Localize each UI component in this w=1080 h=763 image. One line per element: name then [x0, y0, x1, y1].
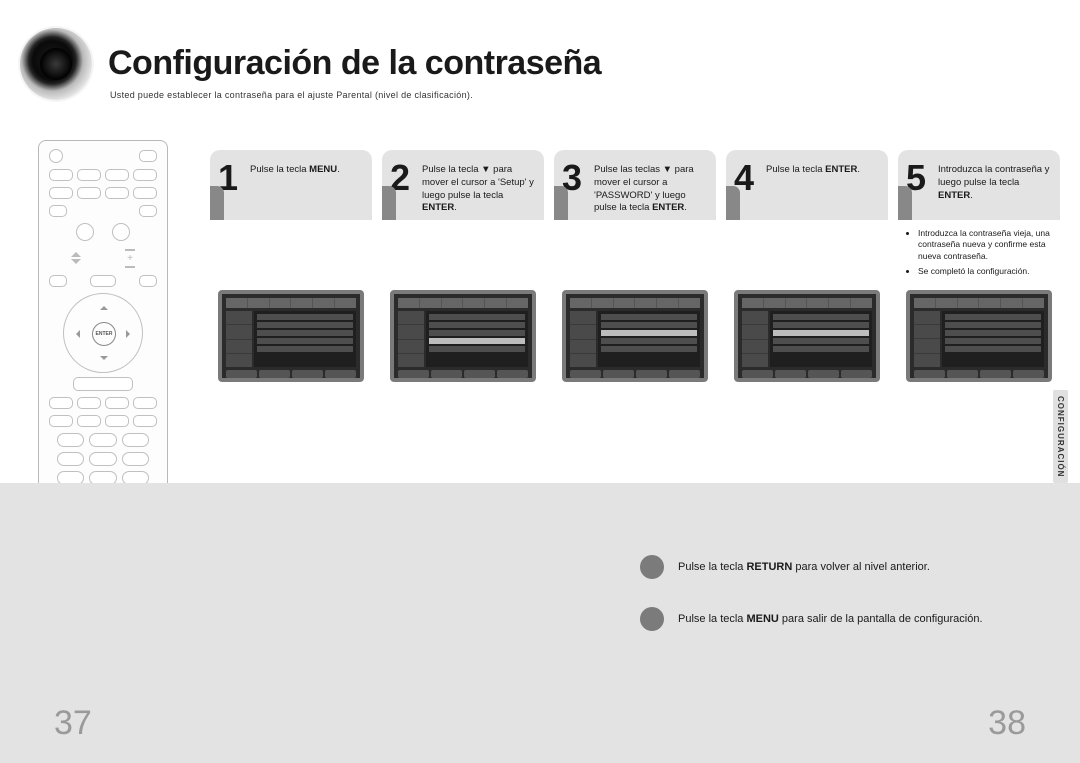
hints-block: Pulse la tecla RETURN para volver al niv…	[640, 555, 1040, 659]
step-5-note-item: Se completó la configuración.	[918, 266, 1054, 277]
hint-bullet-icon	[640, 555, 664, 579]
step-text: Pulse las teclas ▼ para mover el cursor …	[594, 160, 708, 210]
step-text: Introduzca la contraseña y luego pulse l…	[938, 160, 1052, 210]
step-tab-accent	[898, 186, 912, 220]
step-text: Pulse la tecla ENTER.	[766, 160, 880, 210]
hint-text: Pulse la tecla RETURN para volver al niv…	[678, 560, 930, 574]
hint-bullet-icon	[640, 607, 664, 631]
page-title: Configuración de la contraseña	[108, 44, 601, 83]
step-2: 2Pulse la tecla ▼ para mover el cursor a…	[382, 150, 544, 382]
step-screenshot	[734, 290, 880, 382]
step-tab-accent	[210, 186, 224, 220]
step-header: 3Pulse las teclas ▼ para mover el cursor…	[554, 150, 716, 220]
step-screenshot	[390, 290, 536, 382]
step-5-note-item: Introduzca la contraseña vieja, una cont…	[918, 228, 1054, 262]
page-number-right: 38	[988, 704, 1026, 743]
page-number-left: 37	[54, 704, 92, 743]
step-tab-accent	[382, 186, 396, 220]
step-header: 1Pulse la tecla MENU.	[210, 150, 372, 220]
hint-row: Pulse la tecla MENU para salir de la pan…	[640, 607, 1040, 631]
step-tab-accent	[554, 186, 568, 220]
hint-text: Pulse la tecla MENU para salir de la pan…	[678, 612, 983, 626]
step-text: Pulse la tecla MENU.	[250, 160, 364, 210]
manual-spread: Configuración de la contraseña Usted pue…	[0, 0, 1080, 763]
step-1: 1Pulse la tecla MENU.	[210, 150, 372, 382]
step-screenshot	[906, 290, 1052, 382]
page-subtitle: Usted puede establecer la contraseña par…	[110, 90, 473, 100]
step-5-notes: Introduzca la contraseña vieja, una cont…	[898, 220, 1060, 278]
step-5: 5Introduzca la contraseña y luego pulse …	[898, 150, 1060, 382]
step-header: 5Introduzca la contraseña y luego pulse …	[898, 150, 1060, 220]
step-4: 4Pulse la tecla ENTER.	[726, 150, 888, 382]
step-tab-accent	[726, 186, 740, 220]
brand-logo	[20, 28, 92, 100]
step-screenshot	[562, 290, 708, 382]
step-header: 2Pulse la tecla ▼ para mover el cursor a…	[382, 150, 544, 220]
hint-row: Pulse la tecla RETURN para volver al niv…	[640, 555, 1040, 579]
step-text: Pulse la tecla ▼ para mover el cursor a …	[422, 160, 536, 210]
step-3: 3Pulse las teclas ▼ para mover el cursor…	[554, 150, 716, 382]
steps-row: 1Pulse la tecla MENU.2Pulse la tecla ▼ p…	[210, 150, 1060, 382]
step-screenshot	[218, 290, 364, 382]
section-tab: CONFIGURACIÓN	[1053, 390, 1068, 483]
step-header: 4Pulse la tecla ENTER.	[726, 150, 888, 220]
